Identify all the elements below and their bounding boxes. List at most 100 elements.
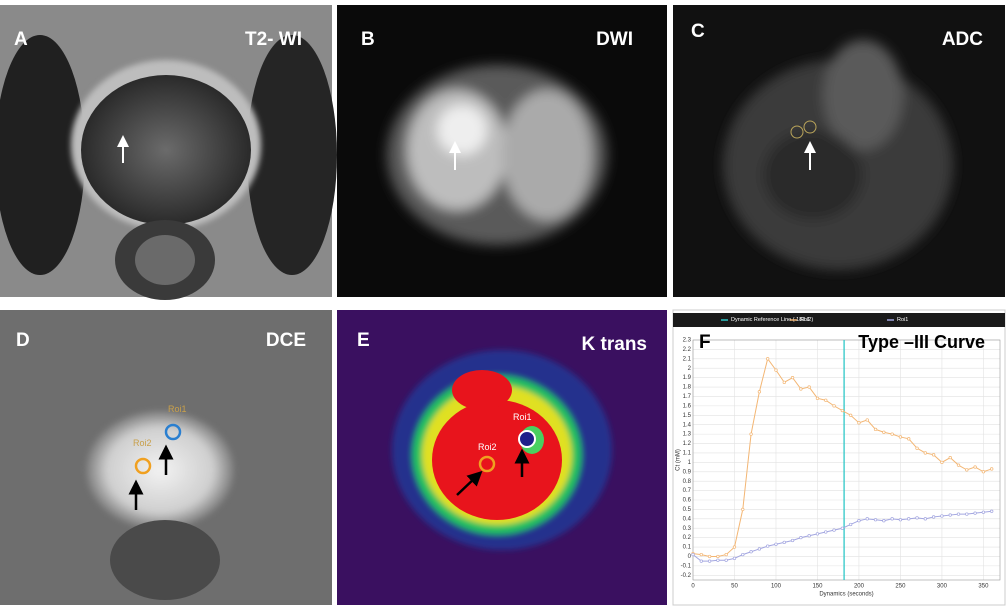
- y-tick-label: 2.1: [683, 356, 692, 362]
- series-point: [981, 510, 986, 514]
- y-tick-label: 1.1: [683, 451, 692, 457]
- panel-label: A: [14, 29, 28, 50]
- panel-e: Roi1 Roi2 E K trans: [337, 310, 667, 605]
- x-tick-label: 0: [691, 584, 695, 590]
- x-tick-label: 50: [731, 584, 738, 590]
- series-point: [948, 455, 952, 460]
- series-point: [724, 558, 728, 562]
- x-tick-label: 350: [978, 584, 989, 590]
- panel-b: B DWI: [337, 5, 667, 297]
- series-point: [724, 552, 728, 557]
- y-tick-label: 1.8: [683, 385, 692, 391]
- y-tick-label: -0.1: [681, 563, 692, 569]
- series-point: [815, 396, 820, 401]
- y-tick-label: 0.4: [683, 516, 692, 522]
- series-point: [848, 413, 853, 417]
- series-point: [716, 558, 720, 562]
- y-tick-label: 2.2: [683, 347, 692, 353]
- series-point: [799, 535, 803, 540]
- panel-label: D: [16, 330, 30, 351]
- x-tick-label: 200: [854, 584, 865, 590]
- series-point: [749, 432, 753, 436]
- series-point: [774, 368, 778, 372]
- y-tick-label: 1.9: [683, 375, 692, 381]
- series-point: [931, 453, 936, 457]
- series-point: [907, 437, 911, 441]
- series-point: [890, 432, 894, 436]
- x-tick-label: 150: [812, 584, 823, 590]
- y-tick-label: 0.7: [683, 488, 692, 494]
- series-point: [790, 538, 795, 543]
- panel-f: Dynamic Reference Line ( 182.1 )Roi2 Roi1…: [672, 309, 1006, 606]
- series-point: [707, 554, 712, 559]
- series-point: [981, 470, 986, 474]
- y-tick-label: 0: [688, 554, 692, 560]
- series-point: [940, 514, 944, 518]
- panel-a: A T2- WI: [0, 5, 337, 300]
- series-point: [923, 451, 927, 455]
- legend-label: Roi1: [897, 317, 908, 323]
- series-point: [741, 507, 745, 512]
- series-point: [898, 518, 903, 522]
- y-tick-label: 0.5: [683, 507, 692, 513]
- series-point: [965, 468, 969, 472]
- panel-c: C ADC: [673, 5, 1005, 297]
- y-tick-label: 0.2: [683, 535, 692, 541]
- series-point: [807, 534, 811, 538]
- panel-title: DWI: [596, 29, 633, 50]
- series-point: [716, 554, 720, 559]
- plot-frame: [692, 339, 1001, 581]
- series-point: [956, 512, 961, 516]
- y-tick-label: 1.5: [683, 413, 692, 419]
- series-point: [865, 517, 869, 521]
- y-tick-label: 1.4: [683, 422, 692, 428]
- series-point: [931, 515, 936, 519]
- series-point: [882, 430, 886, 434]
- panel-title: K trans: [582, 334, 647, 355]
- x-tick-label: 300: [937, 584, 948, 590]
- series-point: [990, 467, 994, 471]
- series-point: [691, 552, 695, 557]
- y-tick-label: 0.9: [683, 469, 692, 475]
- y-tick-label: 0.1: [683, 545, 692, 551]
- roi-label: Roi1: [513, 412, 532, 422]
- legend-label: Dynamic Reference Line ( 182.1 ): [731, 317, 813, 323]
- series-point: [857, 519, 861, 523]
- series-point: [956, 463, 961, 467]
- series-point: [824, 530, 828, 534]
- series-point: [882, 519, 886, 523]
- series-point: [832, 528, 836, 532]
- series-point: [873, 518, 878, 522]
- y-tick-label: 0.3: [683, 526, 692, 532]
- panel-label: C: [691, 21, 705, 42]
- series-point: [832, 404, 836, 408]
- series-point: [940, 460, 944, 465]
- series-point: [782, 540, 786, 545]
- y-tick-label: 1.3: [683, 432, 692, 438]
- series-point: [782, 380, 786, 385]
- series-point: [799, 387, 803, 391]
- roi-label: Roi2: [133, 438, 152, 448]
- series-point: [699, 552, 703, 557]
- series-point: [915, 516, 919, 520]
- series-point: [840, 526, 845, 530]
- series-point: [840, 408, 845, 413]
- series-point: [741, 552, 745, 557]
- series-point: [699, 559, 703, 563]
- y-axis-label: Ct (mM): [676, 449, 682, 471]
- panel-title: T2- WI: [245, 29, 302, 50]
- series-point: [757, 547, 762, 551]
- series-point: [890, 517, 894, 521]
- series-point: [824, 398, 828, 402]
- y-tick-label: 1.7: [683, 394, 692, 400]
- panel-label: F: [699, 332, 711, 353]
- series-point: [857, 421, 861, 425]
- x-tick-label: 250: [895, 584, 906, 590]
- x-axis-label: Dynamics (seconds): [819, 592, 873, 598]
- y-tick-label: 1.6: [683, 403, 692, 409]
- series-point: [873, 427, 878, 432]
- series-point: [732, 545, 737, 549]
- roi-label: Roi2: [478, 442, 497, 452]
- series-point: [774, 542, 778, 546]
